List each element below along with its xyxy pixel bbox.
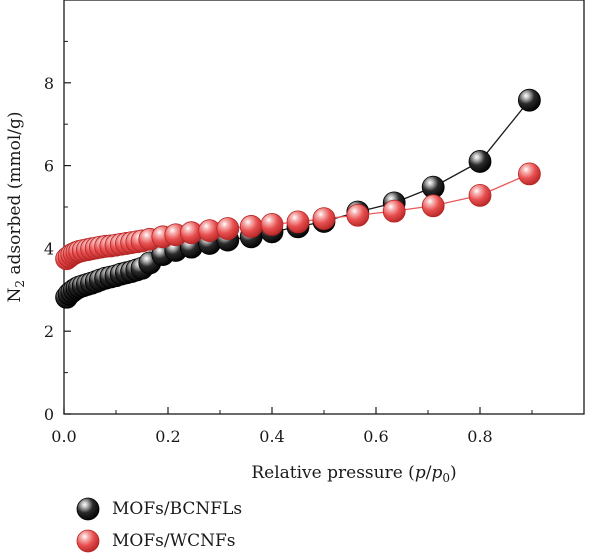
- data-point: [216, 217, 240, 240]
- data-point: [468, 184, 492, 207]
- data-point: [286, 210, 310, 234]
- legend-marker-red: [76, 529, 100, 553]
- x-axis-ticks: 0.0 0.2 0.4 0.6 0.8: [51, 407, 533, 446]
- legend-marker-black: [76, 497, 100, 521]
- x-tick-label: 0.6: [363, 427, 388, 446]
- y-tick-label: 4: [44, 239, 54, 258]
- data-point: [421, 194, 445, 218]
- legend-label: MOFs/BCNFLs: [112, 499, 243, 519]
- x-tick-label: 0.0: [51, 427, 76, 446]
- data-point: [518, 162, 541, 186]
- data-point: [312, 207, 336, 230]
- plot-frame: [63, 0, 585, 415]
- x-tick-label: 0.8: [467, 427, 492, 446]
- data-point: [382, 199, 406, 223]
- legend-item-bcnfls: MOFs/BCNFLs: [72, 493, 242, 525]
- data-point: [518, 88, 541, 112]
- y-axis-ticks: 0 2 4 6 8: [44, 40, 71, 424]
- x-axis-title: Relative pressure (p/p0): [251, 463, 456, 485]
- x-tick-label: 0.2: [155, 427, 180, 446]
- data-point: [260, 212, 284, 236]
- legend-label: MOFs/WCNFs: [112, 531, 236, 551]
- data-point: [239, 215, 263, 238]
- y-tick-label: 2: [44, 322, 54, 341]
- y-tick-label: 6: [44, 157, 54, 176]
- series-layer: [55, 88, 541, 309]
- legend-item-wcnfs: MOFs/WCNFs: [72, 525, 242, 557]
- x-tick-label: 0.4: [259, 427, 284, 446]
- y-tick-label: 8: [44, 74, 54, 93]
- y-tick-label: 0: [44, 405, 54, 424]
- y-axis-title: N2 adsorbed (mmol/g): [5, 111, 27, 302]
- data-point: [468, 150, 492, 173]
- legend: MOFs/BCNFLs MOFs/WCNFs: [72, 493, 242, 557]
- data-point: [346, 203, 370, 227]
